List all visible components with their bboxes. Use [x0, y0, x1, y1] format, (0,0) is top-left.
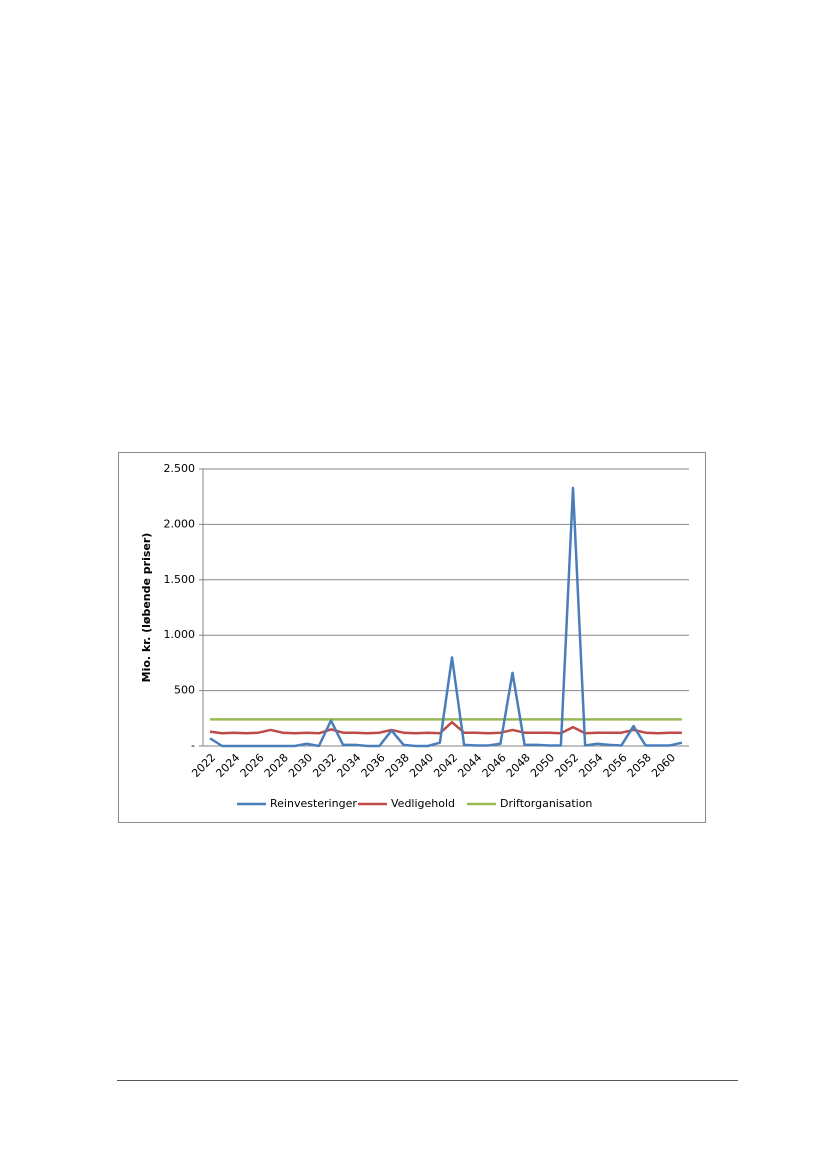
x-tick-label: 2054 — [576, 751, 605, 780]
legend-label: Reinvesteringer — [270, 797, 357, 810]
x-tick-label: 2046 — [480, 751, 509, 780]
chart: - 500 1.000 1.500 2.000 2.500 Mio. kr. (løbend… — [118, 452, 706, 823]
y-tick-label: 1.500 — [164, 573, 196, 586]
y-tick-label: - — [191, 739, 195, 752]
x-tick-label: 2058 — [625, 751, 654, 780]
x-tick-label: 2024 — [213, 751, 242, 780]
x-tick-label: 2030 — [286, 751, 315, 780]
y-axis-label: Mio. kr. (løbende priser) — [140, 533, 153, 683]
legend-label: Driftorganisation — [500, 797, 592, 810]
x-tick-label: 2034 — [334, 751, 363, 780]
x-tick-label: 2028 — [262, 751, 291, 780]
line-series — [209, 720, 682, 735]
y-tick-label: 500 — [174, 684, 195, 697]
x-tick-label: 2032 — [310, 751, 339, 780]
y-tick-label: 2.000 — [164, 517, 196, 530]
x-tick-label: 2060 — [649, 751, 678, 780]
x-tick-label: 2022 — [189, 751, 218, 780]
x-tick-label: 2042 — [431, 751, 460, 780]
y-tick-label: 1.000 — [164, 628, 196, 641]
x-tick-label: 2044 — [455, 751, 484, 780]
y-tick-label: 2.500 — [164, 462, 196, 475]
x-tick-label: 2050 — [528, 751, 557, 780]
x-tick-label: 2048 — [504, 751, 533, 780]
footer-rule — [117, 1080, 738, 1081]
x-tick-label: 2040 — [407, 751, 436, 780]
x-tick-label: 2026 — [238, 751, 267, 780]
x-tick-label: 2038 — [383, 751, 412, 780]
line-series — [209, 486, 683, 748]
legend-label: Vedligehold — [391, 797, 455, 810]
x-tick-label: 2052 — [552, 751, 581, 780]
x-tick-label: 2056 — [601, 751, 630, 780]
x-tick-label: 2036 — [359, 751, 388, 780]
